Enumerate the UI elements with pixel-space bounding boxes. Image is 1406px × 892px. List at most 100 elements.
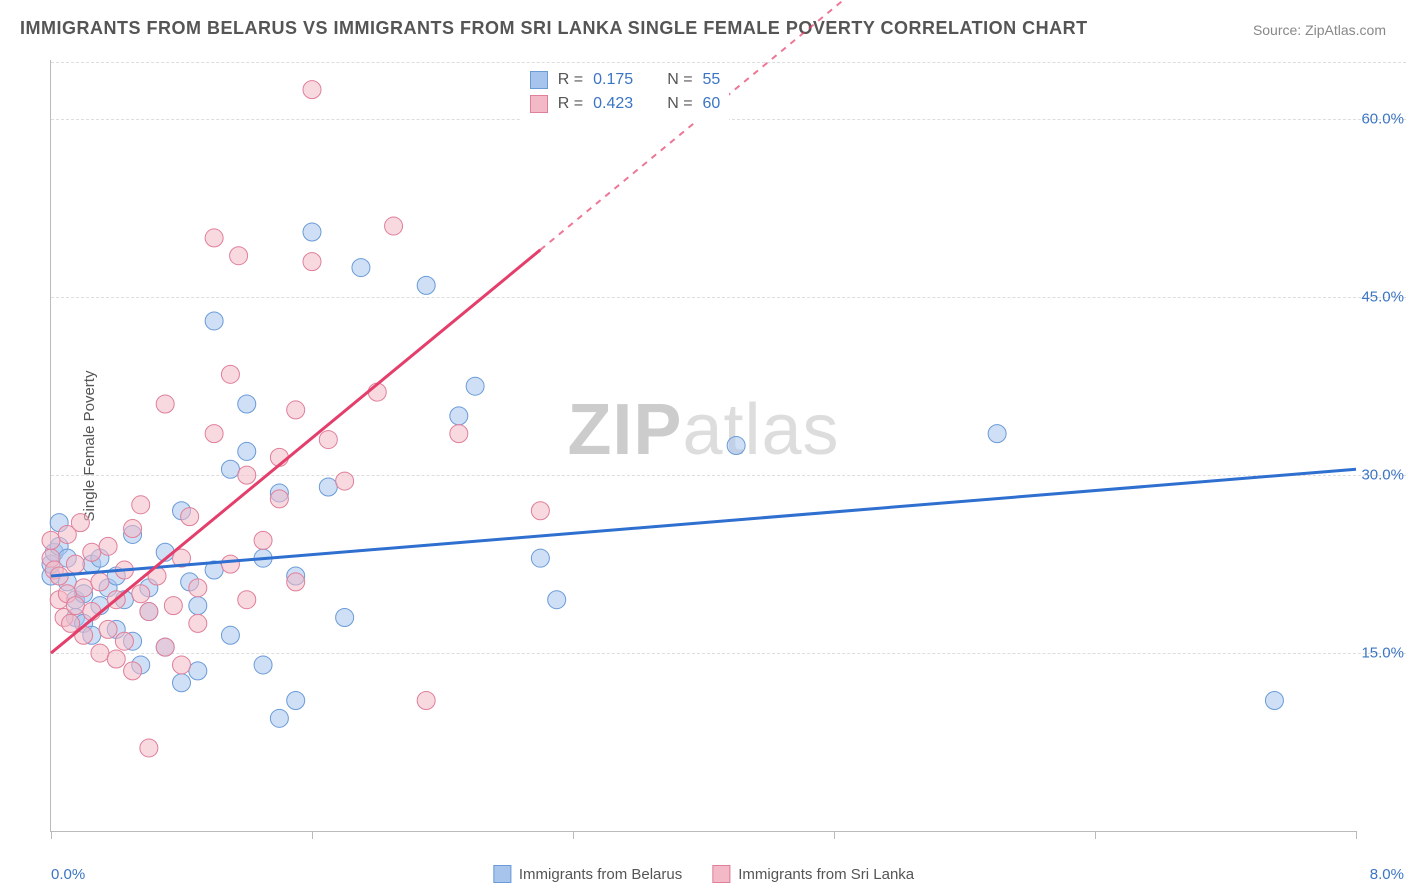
data-point xyxy=(91,573,109,591)
data-point xyxy=(548,591,566,609)
scatter-plot xyxy=(51,60,1356,831)
y-tick-label: 60.0% xyxy=(1361,111,1404,128)
data-point xyxy=(287,573,305,591)
r-value: 0.175 xyxy=(593,71,633,89)
data-point xyxy=(385,217,403,235)
x-tick xyxy=(1095,831,1096,839)
data-point xyxy=(287,401,305,419)
data-point xyxy=(189,579,207,597)
data-point xyxy=(205,425,223,443)
data-point xyxy=(189,597,207,615)
data-point xyxy=(230,247,248,265)
data-point xyxy=(66,597,84,615)
n-value: 55 xyxy=(703,71,721,89)
trend-line xyxy=(51,469,1356,576)
data-point xyxy=(303,81,321,99)
data-point xyxy=(107,650,125,668)
x-axis-min-label: 0.0% xyxy=(51,866,85,883)
r-label: R = xyxy=(558,71,583,89)
bottom-legend: Immigrants from Belarus Immigrants from … xyxy=(493,865,914,883)
data-point xyxy=(417,276,435,294)
data-point xyxy=(132,585,150,603)
legend-item-belarus: Immigrants from Belarus xyxy=(493,865,682,883)
x-tick xyxy=(1356,831,1357,839)
legend-label: Immigrants from Sri Lanka xyxy=(738,866,914,883)
source-label: Source: ZipAtlas.com xyxy=(1253,22,1386,38)
data-point xyxy=(140,603,158,621)
x-axis-max-label: 8.0% xyxy=(1370,866,1404,883)
data-point xyxy=(164,597,182,615)
data-point xyxy=(988,425,1006,443)
data-point xyxy=(531,502,549,520)
swatch-srilanka xyxy=(712,865,730,883)
data-point xyxy=(221,555,239,573)
data-point xyxy=(173,674,191,692)
r-label: R = xyxy=(558,95,583,113)
data-point xyxy=(417,692,435,710)
data-point xyxy=(71,514,89,532)
data-point xyxy=(99,620,117,638)
data-point xyxy=(205,229,223,247)
data-point xyxy=(132,496,150,514)
data-point xyxy=(221,365,239,383)
data-point xyxy=(75,626,93,644)
data-point xyxy=(466,377,484,395)
data-point xyxy=(336,608,354,626)
y-tick-label: 45.0% xyxy=(1361,289,1404,306)
x-tick xyxy=(51,831,52,839)
n-value: 60 xyxy=(703,95,721,113)
data-point xyxy=(270,709,288,727)
r-value: 0.423 xyxy=(593,95,633,113)
data-point xyxy=(238,442,256,460)
data-point xyxy=(156,638,174,656)
data-point xyxy=(303,223,321,241)
data-point xyxy=(140,739,158,757)
data-point xyxy=(181,508,199,526)
n-label: N = xyxy=(667,95,692,113)
data-point xyxy=(189,662,207,680)
data-point xyxy=(303,253,321,271)
data-point xyxy=(287,692,305,710)
data-point xyxy=(221,626,239,644)
data-point xyxy=(221,460,239,478)
x-tick xyxy=(312,831,313,839)
x-tick xyxy=(834,831,835,839)
data-point xyxy=(270,490,288,508)
data-point xyxy=(42,531,60,549)
data-point xyxy=(83,543,101,561)
data-point xyxy=(352,259,370,277)
data-point xyxy=(75,579,93,597)
data-point xyxy=(124,662,142,680)
n-label: N = xyxy=(667,71,692,89)
data-point xyxy=(115,632,133,650)
data-point xyxy=(189,614,207,632)
data-point xyxy=(319,478,337,496)
data-point xyxy=(99,537,117,555)
data-point xyxy=(238,466,256,484)
data-point xyxy=(156,395,174,413)
stats-legend: R = 0.175 N = 55 R = 0.423 N = 60 xyxy=(521,63,730,121)
y-tick-label: 30.0% xyxy=(1361,467,1404,484)
data-point xyxy=(124,520,142,538)
data-point xyxy=(254,656,272,674)
chart-title: IMMIGRANTS FROM BELARUS VS IMMIGRANTS FR… xyxy=(20,18,1088,39)
data-point xyxy=(173,656,191,674)
data-point xyxy=(238,591,256,609)
swatch-belarus xyxy=(530,71,548,89)
swatch-belarus xyxy=(493,865,511,883)
data-point xyxy=(1265,692,1283,710)
y-tick-label: 15.0% xyxy=(1361,645,1404,662)
data-point xyxy=(91,644,109,662)
x-tick xyxy=(573,831,574,839)
data-point xyxy=(450,407,468,425)
stats-row-belarus: R = 0.175 N = 55 xyxy=(530,68,721,92)
legend-label: Immigrants from Belarus xyxy=(519,866,682,883)
data-point xyxy=(319,431,337,449)
legend-item-srilanka: Immigrants from Sri Lanka xyxy=(712,865,914,883)
data-point xyxy=(238,395,256,413)
data-point xyxy=(254,531,272,549)
data-point xyxy=(66,555,84,573)
data-point xyxy=(531,549,549,567)
trend-line xyxy=(51,250,540,653)
data-point xyxy=(450,425,468,443)
